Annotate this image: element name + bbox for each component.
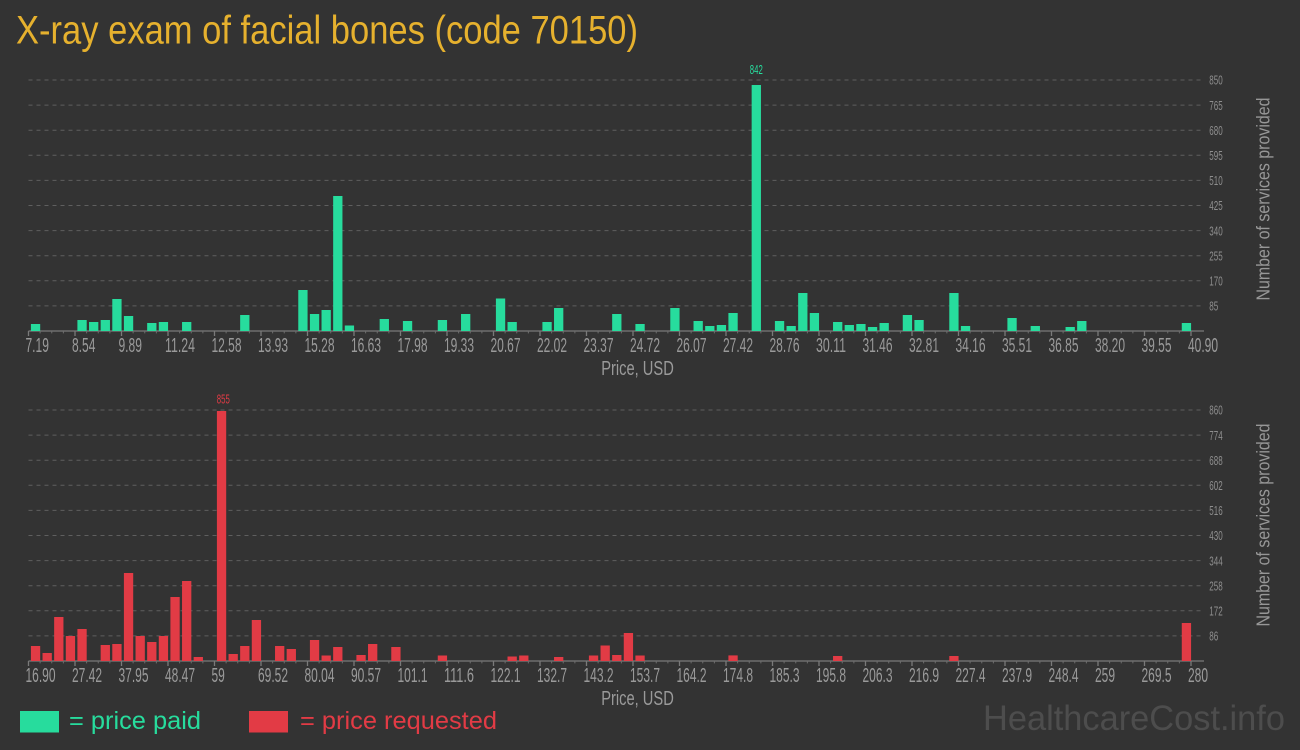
svg-text:111.6: 111.6 [444,665,474,687]
svg-text:259: 259 [1095,665,1115,687]
svg-text:13.93: 13.93 [258,335,288,357]
svg-text:Number of services provided: Number of services provided [1254,98,1274,301]
svg-text:32.81: 32.81 [909,335,939,357]
svg-text:248.4: 248.4 [1049,665,1079,687]
svg-text:Price, USD: Price, USD [601,358,674,380]
svg-text:206.3: 206.3 [863,665,893,687]
svg-text:237.9: 237.9 [1002,665,1032,687]
svg-text:680: 680 [1209,123,1222,138]
svg-text:X-ray exam of facial bones (co: X-ray exam of facial bones (code 70150) [16,9,638,53]
svg-text:35.51: 35.51 [1002,335,1032,357]
svg-text:16.63: 16.63 [351,335,381,357]
svg-text:24.72: 24.72 [630,335,660,357]
svg-text:HealthcareCost.info: HealthcareCost.info [983,699,1285,738]
svg-text:430: 430 [1209,528,1222,543]
svg-text:20.67: 20.67 [491,335,521,357]
svg-text:842: 842 [750,62,763,77]
svg-text:85: 85 [1209,299,1218,314]
svg-text:850: 850 [1209,73,1222,88]
svg-text:280: 280 [1188,665,1208,687]
svg-text:23.37: 23.37 [584,335,614,357]
svg-text:216.9: 216.9 [909,665,939,687]
svg-text:= price paid: = price paid [69,707,201,735]
svg-text:30.11: 30.11 [816,335,846,357]
svg-text:36.85: 36.85 [1049,335,1079,357]
svg-text:Number of services provided: Number of services provided [1254,424,1274,627]
svg-text:17.98: 17.98 [398,335,428,357]
svg-text:11.24: 11.24 [165,335,195,357]
svg-text:40.90: 40.90 [1188,335,1218,357]
svg-text:195.8: 195.8 [816,665,846,687]
svg-text:132.7: 132.7 [537,665,567,687]
svg-text:19.33: 19.33 [444,335,474,357]
svg-text:16.90: 16.90 [26,665,56,687]
svg-text:31.46: 31.46 [863,335,893,357]
svg-text:9.89: 9.89 [119,335,142,357]
svg-text:39.55: 39.55 [1142,335,1172,357]
svg-text:344: 344 [1209,553,1222,568]
svg-text:= price requested: = price requested [300,707,497,735]
svg-text:69.52: 69.52 [258,665,288,687]
svg-text:27.42: 27.42 [72,665,102,687]
svg-text:90.57: 90.57 [351,665,381,687]
svg-text:48.47: 48.47 [165,665,195,687]
svg-text:258: 258 [1209,578,1222,593]
svg-text:855: 855 [217,391,230,406]
svg-text:269.5: 269.5 [1142,665,1172,687]
svg-text:185.3: 185.3 [770,665,800,687]
svg-text:12.58: 12.58 [212,335,242,357]
svg-text:602: 602 [1209,478,1222,493]
svg-text:340: 340 [1209,223,1222,238]
svg-text:510: 510 [1209,173,1222,188]
svg-text:22.02: 22.02 [537,335,567,357]
svg-text:174.8: 174.8 [723,665,753,687]
svg-text:86: 86 [1209,629,1218,644]
svg-text:172: 172 [1209,604,1222,619]
svg-text:255: 255 [1209,248,1222,263]
svg-text:595: 595 [1209,148,1222,163]
svg-text:34.16: 34.16 [956,335,986,357]
svg-text:37.95: 37.95 [119,665,149,687]
svg-text:774: 774 [1209,428,1222,443]
svg-text:164.2: 164.2 [677,665,707,687]
svg-text:38.20: 38.20 [1095,335,1125,357]
svg-text:425: 425 [1209,198,1222,213]
svg-text:Price, USD: Price, USD [601,688,674,710]
svg-text:516: 516 [1209,503,1222,518]
svg-text:8.54: 8.54 [72,335,95,357]
svg-text:28.76: 28.76 [770,335,800,357]
svg-text:227.4: 227.4 [956,665,986,687]
svg-text:27.42: 27.42 [723,335,753,357]
svg-text:153.7: 153.7 [630,665,660,687]
svg-text:15.28: 15.28 [305,335,335,357]
svg-text:26.07: 26.07 [677,335,707,357]
svg-text:7.19: 7.19 [26,335,49,357]
svg-text:860: 860 [1209,403,1222,418]
svg-text:170: 170 [1209,274,1222,289]
svg-text:80.04: 80.04 [305,665,335,687]
svg-text:101.1: 101.1 [398,665,428,687]
svg-text:765: 765 [1209,98,1222,113]
svg-text:59: 59 [212,665,225,687]
svg-text:143.2: 143.2 [584,665,614,687]
svg-text:122.1: 122.1 [491,665,521,687]
svg-text:688: 688 [1209,453,1222,468]
